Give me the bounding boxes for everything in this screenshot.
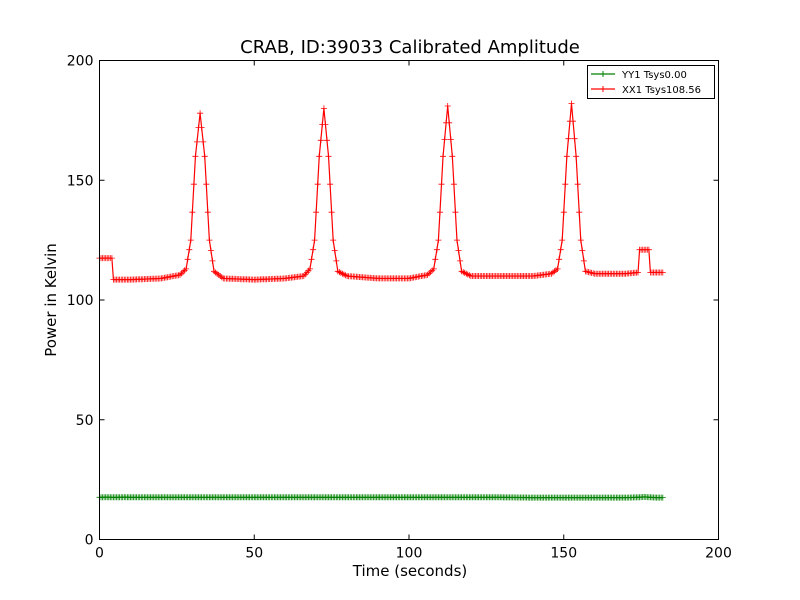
x-tick-label: 0: [95, 546, 104, 562]
x-tick-label: 200: [705, 546, 732, 562]
series-2: [96, 100, 666, 283]
x-tick-label: 50: [245, 546, 263, 562]
x-axis-label: Time (seconds): [352, 562, 468, 580]
legend-marker: [600, 71, 606, 77]
y-tick-label: 100: [67, 293, 94, 309]
axis-ticks: 0 50 100 150 200 0 50 100 150 200: [67, 54, 732, 562]
legend-item: YY1 Tsys0.00: [591, 70, 687, 81]
chart-title: CRAB, ID:39033 Calibrated Amplitude: [240, 37, 580, 58]
legend-marker: [600, 86, 606, 92]
y-tick-label: 0: [85, 533, 94, 549]
legend-label: YY1 Tsys0.00: [621, 70, 687, 81]
y-tick-label: 150: [67, 173, 94, 189]
legend-item: XX1 Tsys108.56: [591, 85, 701, 96]
x-tick-label: 100: [396, 546, 423, 562]
x-tick-label: 150: [550, 546, 577, 562]
series-1: [96, 493, 666, 501]
legend-box: [587, 65, 715, 99]
legend-label: XX1 Tsys108.56: [622, 85, 701, 96]
plot-area: [96, 100, 666, 501]
y-axis-label: Power in Kelvin: [42, 243, 60, 357]
legend: YY1 Tsys0.00 XX1 Tsys108.56: [587, 65, 715, 99]
series-markers: [96, 493, 666, 501]
y-tick-label: 200: [67, 54, 94, 70]
y-tick-label: 50: [76, 413, 94, 429]
